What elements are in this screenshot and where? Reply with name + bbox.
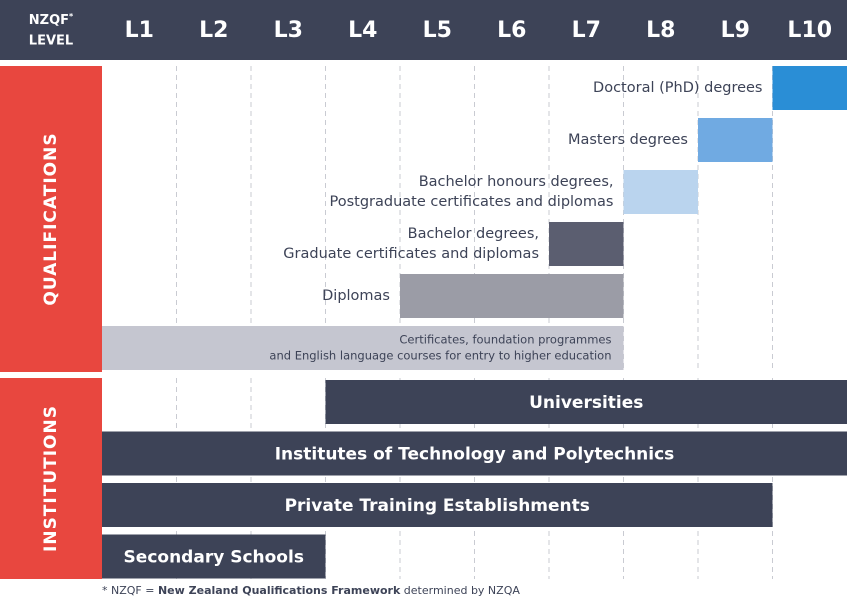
level-range-bar bbox=[400, 274, 624, 318]
level-range-bar bbox=[325, 380, 847, 424]
level-label: L7 bbox=[572, 18, 601, 43]
footnote-emphasis: New Zealand Qualifications Framework bbox=[158, 584, 401, 597]
level-range-bar bbox=[772, 66, 847, 110]
level-label: L2 bbox=[199, 18, 228, 43]
bar-label: Bachelor degrees, bbox=[408, 226, 539, 242]
section-title: QUALIFICATIONS bbox=[41, 132, 61, 305]
bar-label: Secondary Schools bbox=[124, 548, 304, 568]
bar-label: Masters degrees bbox=[568, 132, 688, 148]
bar-label: Bachelor honours degrees, bbox=[419, 174, 614, 190]
header-title: NZQF* bbox=[29, 12, 74, 28]
level-range-bar bbox=[549, 222, 624, 266]
section-side bbox=[0, 378, 102, 579]
footnote-prefix: * NZQF = bbox=[102, 584, 158, 597]
level-range-bar bbox=[102, 483, 773, 527]
header-title-text: NZQF bbox=[29, 13, 69, 28]
level-label: L3 bbox=[274, 18, 303, 43]
bar-label: Postgraduate certificates and diplomas bbox=[329, 194, 613, 210]
section-title: INSTITUTIONS bbox=[41, 405, 61, 552]
header-marker: * bbox=[69, 12, 74, 21]
level-range-bar bbox=[102, 534, 326, 579]
level-range-bar bbox=[102, 326, 624, 370]
bar-label: Institutes of Technology and Polytechnic… bbox=[275, 445, 675, 465]
section-side bbox=[0, 66, 102, 372]
level-range-bar bbox=[698, 118, 773, 162]
bar-label: Universities bbox=[529, 393, 643, 413]
bar-label: Diplomas bbox=[322, 288, 390, 304]
level-label: L9 bbox=[721, 18, 750, 43]
level-label: L5 bbox=[423, 18, 452, 43]
level-range-bar bbox=[623, 170, 698, 214]
bar-label: Graduate certificates and diplomas bbox=[283, 246, 539, 262]
level-label: L4 bbox=[348, 18, 377, 43]
bar-label: Certificates, foundation programmes bbox=[399, 333, 611, 347]
footnote-suffix: determined by NZQA bbox=[400, 584, 520, 597]
bar-label: and English language courses for entry t… bbox=[269, 349, 611, 363]
header-subtitle: LEVEL bbox=[29, 34, 73, 49]
level-label: L8 bbox=[646, 18, 675, 43]
bar-label: Doctoral (PhD) degrees bbox=[593, 80, 762, 96]
header-bar bbox=[0, 0, 847, 60]
footnote: * NZQF = New Zealand Qualifications Fram… bbox=[102, 584, 520, 597]
level-label: L1 bbox=[125, 18, 154, 43]
level-label: L10 bbox=[787, 18, 832, 43]
bar-label: Private Training Establishments bbox=[285, 496, 590, 516]
level-range-bar bbox=[102, 431, 847, 476]
level-label: L6 bbox=[497, 18, 526, 43]
